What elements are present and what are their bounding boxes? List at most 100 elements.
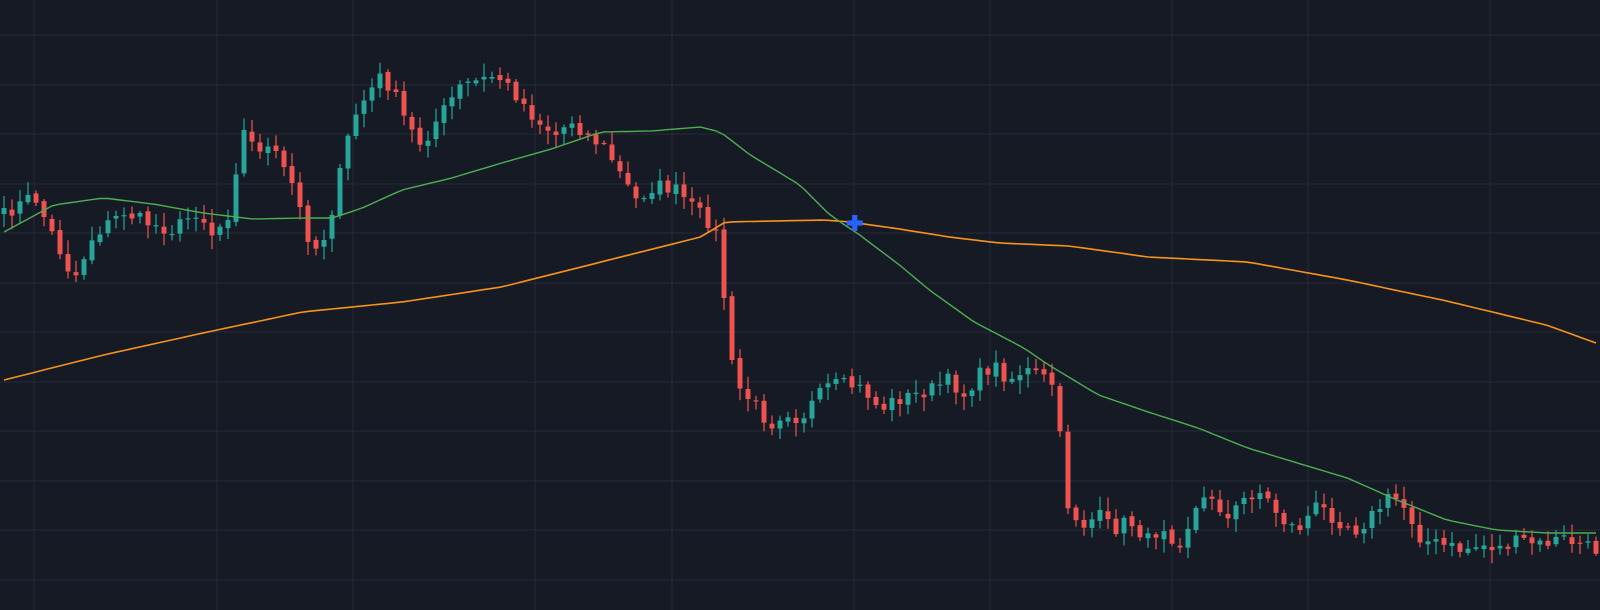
candle-up xyxy=(1121,517,1127,534)
candle-up xyxy=(1481,545,1487,550)
candle-down xyxy=(753,400,759,402)
moving-average-fast-line xyxy=(3,126,1596,534)
candle-up xyxy=(785,417,791,422)
candle-down xyxy=(1417,524,1423,543)
candle-up xyxy=(1193,507,1199,530)
candle-down xyxy=(161,226,167,234)
candle-up xyxy=(489,76,495,79)
candle-up xyxy=(945,373,951,385)
candle-down xyxy=(57,230,63,255)
candle-down xyxy=(705,206,711,228)
candle-down xyxy=(1393,493,1399,499)
crosshair-marker-icon[interactable] xyxy=(846,215,863,231)
candle-down xyxy=(729,296,735,360)
candle-down xyxy=(257,142,263,152)
candle-down xyxy=(865,384,871,398)
candle-up xyxy=(217,226,223,235)
candle-down xyxy=(609,144,615,161)
candle-down xyxy=(1489,546,1495,551)
candle-up xyxy=(1433,539,1439,542)
candle-up xyxy=(265,146,271,154)
candle-up xyxy=(841,378,847,380)
candle-down xyxy=(49,218,55,232)
candle-up xyxy=(977,367,983,391)
candle-down xyxy=(697,202,703,208)
candle-down xyxy=(553,131,559,136)
candle-up xyxy=(817,388,823,400)
candle-up xyxy=(913,392,919,394)
candle-down xyxy=(1217,499,1223,513)
candle-down xyxy=(681,184,687,198)
candle-up xyxy=(465,81,471,83)
candle-up xyxy=(185,218,191,220)
candle-down xyxy=(1545,540,1551,546)
candle-up xyxy=(81,259,87,275)
candle-down xyxy=(665,180,671,193)
candle-up xyxy=(809,400,815,419)
candle-up xyxy=(937,384,943,386)
candle-down xyxy=(985,368,991,375)
candle-down xyxy=(617,161,623,172)
candle-down xyxy=(305,205,311,242)
candle-down xyxy=(721,229,727,299)
candle-down xyxy=(1577,542,1583,544)
candle-down xyxy=(633,186,639,199)
candle-down xyxy=(737,358,743,389)
candle-down xyxy=(585,133,591,135)
candle-up xyxy=(1369,510,1375,529)
candle-down xyxy=(1209,496,1215,499)
candle-up xyxy=(137,212,143,217)
candle-up xyxy=(1257,493,1263,500)
candle-down xyxy=(1265,491,1271,499)
candle-up xyxy=(1497,545,1503,549)
candle-down xyxy=(1569,537,1575,545)
candle-down xyxy=(1329,508,1335,523)
candle-down xyxy=(1529,537,1535,544)
candle-down xyxy=(961,393,967,397)
candle-up xyxy=(1305,515,1311,529)
candle-down xyxy=(1081,519,1087,528)
candle-down xyxy=(1177,545,1183,548)
candle-down xyxy=(33,193,39,203)
candle-down xyxy=(1321,504,1327,508)
candle-up xyxy=(225,220,231,229)
candle-up xyxy=(929,383,935,396)
candle-down xyxy=(793,417,799,424)
candle-down xyxy=(1105,511,1111,520)
candle-up xyxy=(857,384,863,386)
candle-up xyxy=(1449,542,1455,546)
candle-up xyxy=(25,194,31,203)
candle-down xyxy=(713,229,719,231)
candle-up xyxy=(1145,533,1151,539)
candle-down xyxy=(41,201,47,218)
candle-down xyxy=(313,239,319,249)
candle-up xyxy=(1017,375,1023,381)
candle-up xyxy=(113,215,119,219)
candle-up xyxy=(321,239,327,247)
candle-down xyxy=(1281,513,1287,525)
candle-down xyxy=(521,98,527,104)
candle-down xyxy=(1505,546,1511,549)
candle-up xyxy=(97,234,103,243)
candle-up xyxy=(105,220,111,234)
candle-down xyxy=(1337,521,1343,529)
candle-up xyxy=(641,197,647,200)
candle-down xyxy=(505,78,511,83)
candle-down xyxy=(745,389,751,400)
candle-down xyxy=(497,75,503,81)
candle-down xyxy=(689,198,695,202)
candle-down xyxy=(1353,525,1359,535)
candle-down xyxy=(1441,537,1447,545)
candle-down xyxy=(1457,543,1463,552)
candle-down xyxy=(289,166,295,184)
candle-down xyxy=(401,90,407,116)
candle-up xyxy=(425,140,431,146)
candle-up xyxy=(1513,535,1519,548)
candle-down xyxy=(129,213,135,219)
candle-down xyxy=(1033,368,1039,371)
candle-down xyxy=(9,209,15,216)
candle-down xyxy=(769,423,775,429)
candle-up xyxy=(1089,519,1095,528)
